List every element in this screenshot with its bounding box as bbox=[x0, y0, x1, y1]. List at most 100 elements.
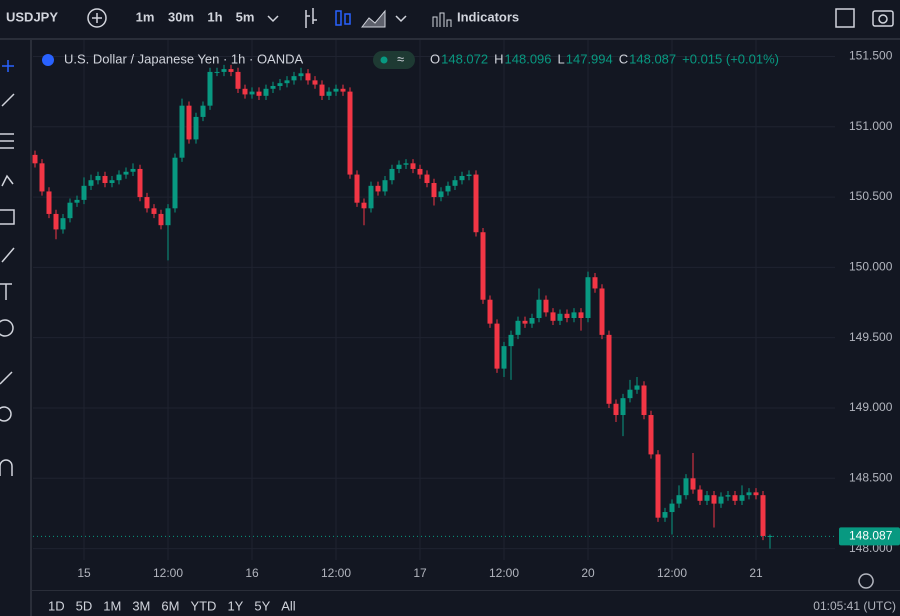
interval-button[interactable]: 1m bbox=[136, 9, 155, 24]
x-tick-label: 17 bbox=[413, 566, 427, 580]
range-button[interactable]: 1Y bbox=[227, 598, 243, 613]
candle-body bbox=[179, 105, 185, 158]
candle-body bbox=[641, 385, 647, 416]
candle-body bbox=[53, 213, 59, 230]
plus-icon bbox=[92, 13, 102, 23]
candle-body bbox=[725, 495, 731, 497]
candle-body bbox=[550, 312, 556, 321]
candle-body bbox=[242, 88, 248, 95]
candle-body bbox=[137, 168, 143, 198]
x-tick-label: 12:00 bbox=[321, 566, 351, 580]
brush-tool[interactable] bbox=[1, 247, 15, 263]
candles-icon-2 bbox=[344, 13, 351, 25]
candles-icon[interactable] bbox=[335, 10, 342, 26]
zoom-tool[interactable] bbox=[0, 406, 12, 422]
indicators-button[interactable]: Indicators bbox=[457, 9, 519, 24]
candle-body bbox=[585, 277, 591, 318]
symbol[interactable]: USDJPY bbox=[6, 9, 58, 24]
trend-tool[interactable] bbox=[1, 93, 15, 107]
interval-button[interactable]: 1h bbox=[207, 9, 222, 24]
candle-body bbox=[662, 512, 668, 518]
intervals: 1m 30m 1h 5m bbox=[136, 9, 255, 24]
last-price-label: 148.087 bbox=[849, 529, 893, 543]
y-tick-label: 149.000 bbox=[849, 400, 893, 414]
candle-body bbox=[410, 163, 416, 169]
ohlc-key: C bbox=[619, 51, 628, 66]
y-tick-label: 150.500 bbox=[849, 189, 893, 203]
candle-body bbox=[60, 218, 66, 230]
candle-body bbox=[417, 168, 423, 175]
candle-body bbox=[480, 232, 486, 300]
range-button[interactable]: 1D bbox=[48, 598, 65, 613]
magnet-tool[interactable] bbox=[0, 459, 13, 476]
plot: 148.000148.500149.000149.500150.000150.5… bbox=[32, 40, 900, 580]
ohlc-key: O bbox=[430, 51, 440, 66]
candle-body bbox=[74, 199, 80, 203]
candle-body bbox=[326, 91, 332, 96]
projection-tool[interactable] bbox=[0, 209, 15, 225]
status-pill[interactable] bbox=[373, 51, 415, 69]
ohlc-value: 148.087 bbox=[629, 51, 676, 66]
fib-tool[interactable] bbox=[0, 133, 14, 149]
chevron[interactable] bbox=[267, 15, 279, 23]
ohlc-key: L bbox=[558, 51, 565, 66]
range-button[interactable]: YTD bbox=[190, 598, 216, 613]
candle-body bbox=[634, 385, 640, 390]
crosshair-tool[interactable] bbox=[2, 60, 14, 72]
candle-body bbox=[487, 299, 493, 324]
indicators-icon[interactable] bbox=[432, 12, 452, 27]
candle-body bbox=[277, 83, 283, 86]
candle-body bbox=[39, 163, 45, 192]
candle-body bbox=[501, 346, 507, 369]
add-symbol[interactable] bbox=[87, 8, 107, 28]
emoji-tool[interactable] bbox=[0, 319, 14, 337]
candle-body bbox=[522, 320, 528, 324]
measure-tool[interactable] bbox=[0, 371, 13, 385]
candle-body bbox=[200, 105, 206, 117]
range-button[interactable]: 1M bbox=[103, 598, 121, 613]
candle-body bbox=[431, 183, 437, 198]
candle-body bbox=[718, 496, 724, 504]
candle-body bbox=[648, 415, 654, 455]
candle-body bbox=[116, 174, 122, 181]
range-button[interactable]: 5D bbox=[76, 598, 93, 613]
ohlc-value: 147.994 bbox=[566, 51, 613, 66]
y-tick-label: 150.000 bbox=[849, 260, 893, 274]
candle-body bbox=[571, 312, 577, 318]
candle-body bbox=[298, 73, 304, 77]
camera-icon[interactable] bbox=[872, 10, 894, 27]
candle-body bbox=[389, 168, 395, 181]
settings-icon[interactable] bbox=[858, 573, 874, 589]
y-tick-label: 148.500 bbox=[849, 470, 893, 484]
y-tick-label: 149.500 bbox=[849, 330, 893, 344]
candle-body bbox=[88, 180, 94, 186]
candle-body bbox=[466, 174, 472, 176]
range-button[interactable]: 3M bbox=[132, 598, 150, 613]
candle-body bbox=[627, 389, 633, 399]
chart-title: U.S. Dollar / Japanese Yen · 1h · OANDA bbox=[64, 51, 304, 66]
area-icon[interactable] bbox=[360, 9, 386, 28]
candle-body bbox=[452, 180, 458, 186]
candle-body bbox=[46, 191, 52, 214]
candle-body bbox=[592, 277, 598, 289]
candle-body bbox=[95, 175, 101, 181]
snapshot-icon[interactable] bbox=[835, 8, 855, 28]
interval-button[interactable]: 30m bbox=[168, 9, 194, 24]
bars-icon[interactable] bbox=[305, 8, 317, 28]
interval-button[interactable]: 5m bbox=[236, 9, 255, 24]
text-tool[interactable] bbox=[0, 283, 12, 300]
range-button[interactable]: 5Y bbox=[254, 598, 270, 613]
pattern-tool[interactable] bbox=[1, 174, 14, 187]
footer-border bbox=[32, 590, 900, 591]
candle-body bbox=[564, 313, 570, 318]
candle-body bbox=[375, 185, 381, 192]
candle-body bbox=[249, 91, 255, 95]
chevron[interactable] bbox=[395, 15, 407, 23]
candle-body bbox=[151, 208, 157, 214]
candle-body bbox=[67, 202, 73, 219]
candle-body bbox=[732, 495, 738, 501]
candle-body bbox=[109, 180, 115, 184]
range-button[interactable]: 6M bbox=[161, 598, 179, 613]
range-button[interactable]: All bbox=[281, 598, 296, 613]
clock: 01:05:41 (UTC) bbox=[813, 599, 896, 613]
